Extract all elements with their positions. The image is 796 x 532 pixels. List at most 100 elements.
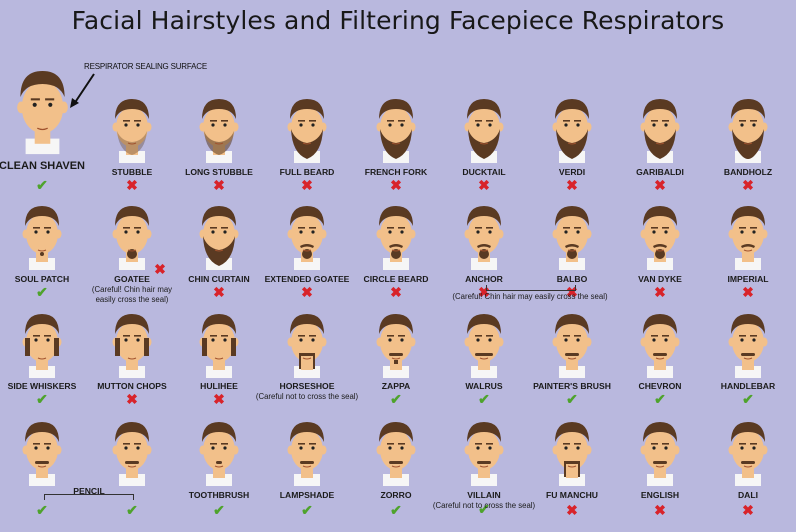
arrow-icon [70,73,95,108]
check-icon: ✔ [390,502,402,518]
hairstyle-label: FULL BEARD [279,167,335,177]
hairstyle-label: LAMPSHADE [279,490,335,500]
check-icon: ✔ [390,391,402,407]
face-side-whiskers-icon [17,304,67,378]
hairstyle-label: IMPERIAL [727,274,769,284]
face-extended-goatee-icon [282,196,332,270]
hairstyle-label: ANCHOR [465,274,503,284]
face-mutton-chops-icon [107,304,157,378]
face-garibaldi-icon [635,89,685,163]
hairstyle-label: TOOTHBRUSH [188,490,250,500]
check-icon: ✔ [213,502,225,518]
face-goatee-icon [107,196,157,270]
face-long-stubble-icon [194,89,244,163]
hairstyle-label: SIDE WHISKERS [7,381,77,391]
cross-icon: ✖ [126,391,138,407]
check-icon: ✔ [126,502,138,518]
cross-icon: ✖ [654,284,666,300]
hairstyle-label: CIRCLE BEARD [363,274,429,284]
face-imperial-icon [723,196,773,270]
cross-icon: ✖ [390,284,402,300]
face-zorro-icon [371,412,421,486]
face-verdi-icon [547,89,597,163]
cross-icon: ✖ [213,177,225,193]
hairstyle-label: DUCKTAIL [462,167,506,177]
hairstyle-label: EXTENDED GOATEE [264,274,350,284]
cross-icon: ✖ [154,261,166,277]
face-van-dyke-icon [635,196,685,270]
face-chevron-icon [635,304,685,378]
hairstyle-label: MUTTON CHOPS [97,381,167,391]
face-anchor-icon [459,196,509,270]
face-pencil-1-icon [17,412,67,486]
hairstyle-label: CLEAN SHAVEN [0,160,85,172]
face-dali-icon [723,412,773,486]
hairstyle-label: PAINTER'S BRUSH [533,381,611,391]
face-ducktail-icon [459,89,509,163]
cross-icon: ✖ [213,284,225,300]
cross-icon: ✖ [654,502,666,518]
face-bandholz-icon [723,89,773,163]
check-icon: ✔ [478,391,490,407]
face-chin-curtain-icon [194,196,244,270]
cross-icon: ✖ [390,177,402,193]
hairstyle-label: GARIBALDI [636,167,684,177]
check-icon: ✔ [36,502,48,518]
sealing-surface-annotation: RESPIRATOR SEALING SURFACE [84,62,207,71]
anchor-balbo-bracket [486,285,576,291]
page-title: Facial Hairstyles and Filtering Facepiec… [71,6,725,35]
hairstyle-label: VAN DYKE [638,274,682,284]
hairstyle-label: SOUL PATCH [14,274,70,284]
cross-icon: ✖ [301,177,313,193]
cross-icon: ✖ [742,502,754,518]
face-zappa-icon [371,304,421,378]
face-fu-manchu-icon [547,412,597,486]
face-villain-icon [459,412,509,486]
hairstyle-label: ENGLISH [640,490,680,500]
face-english-icon [635,412,685,486]
face-handlebar-icon [723,304,773,378]
hairstyle-label: HULIHEE [200,381,238,391]
anchor-balbo-note: (Careful! Chin hair may easily cross the… [452,292,608,301]
cross-icon: ✖ [213,391,225,407]
hairstyle-label: ZAPPA [381,381,411,391]
cross-icon: ✖ [126,177,138,193]
hairstyle-note: (Careful not to cross the seal) [255,392,359,401]
face-walrus-icon [459,304,509,378]
hairstyle-label: WALRUS [465,381,503,391]
face-hulihee-icon [194,304,244,378]
cross-icon: ✖ [478,177,490,193]
cross-icon: ✖ [566,177,578,193]
face-horseshoe-icon [282,304,332,378]
face-french-fork-icon [371,89,421,163]
hairstyle-label: ZORRO [380,490,412,500]
hairstyle-label: BANDHOLZ [723,167,773,177]
cross-icon: ✖ [742,177,754,193]
hairstyle-label: DALI [737,490,759,500]
hairstyle-label: CHEVRON [638,381,682,391]
hairstyle-label: VILLAIN [467,490,501,500]
cross-icon: ✖ [478,284,490,300]
check-icon: ✔ [566,391,578,407]
hairstyle-label: FU MANCHU [545,490,599,500]
check-icon: ✔ [654,391,666,407]
face-stubble-icon [107,89,157,163]
hairstyle-label: VERDI [558,167,586,177]
face-clean-shaven-icon [10,58,75,155]
hairstyle-note: (Careful! Chin hair may easily cross the… [91,285,173,304]
face-lampshade-icon [282,412,332,486]
face-pencil-2-icon [107,412,157,486]
check-icon: ✔ [478,501,490,517]
cross-icon: ✖ [742,284,754,300]
pencil-label: PENCIL [73,486,105,496]
check-icon: ✔ [301,502,313,518]
hairstyle-label: FRENCH FORK [364,167,428,177]
check-icon: ✔ [742,391,754,407]
face-soul-patch-icon [17,196,67,270]
cross-icon: ✖ [654,177,666,193]
check-icon: ✔ [36,391,48,407]
hairstyle-label: CHIN CURTAIN [188,274,250,284]
cross-icon: ✖ [566,502,578,518]
hairstyle-label: GOATEE [114,274,150,284]
hairstyle-label: HORSESHOE [279,381,335,391]
